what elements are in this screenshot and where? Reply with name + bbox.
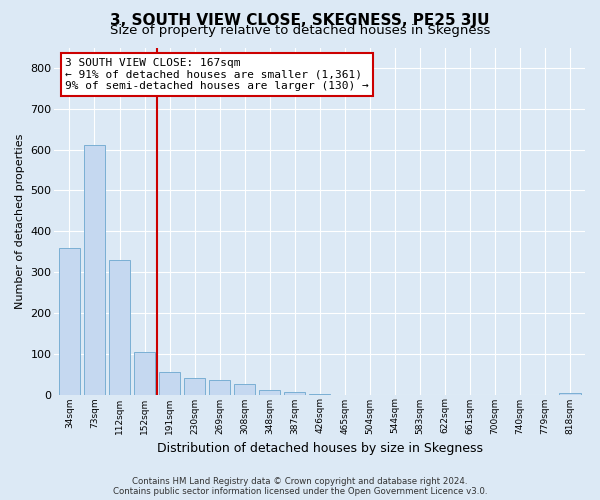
Bar bbox=[234, 384, 255, 394]
Bar bbox=[159, 372, 180, 394]
Bar bbox=[134, 352, 155, 395]
Bar bbox=[84, 146, 105, 394]
Bar bbox=[284, 392, 305, 394]
Bar bbox=[259, 390, 280, 394]
Text: 3, SOUTH VIEW CLOSE, SKEGNESS, PE25 3JU: 3, SOUTH VIEW CLOSE, SKEGNESS, PE25 3JU bbox=[110, 12, 490, 28]
Y-axis label: Number of detached properties: Number of detached properties bbox=[15, 134, 25, 308]
Bar bbox=[109, 260, 130, 394]
Text: 3 SOUTH VIEW CLOSE: 167sqm
← 91% of detached houses are smaller (1,361)
9% of se: 3 SOUTH VIEW CLOSE: 167sqm ← 91% of deta… bbox=[65, 58, 369, 91]
Bar bbox=[184, 378, 205, 394]
Text: Contains HM Land Registry data © Crown copyright and database right 2024.
Contai: Contains HM Land Registry data © Crown c… bbox=[113, 476, 487, 496]
Bar bbox=[59, 248, 80, 394]
Text: Size of property relative to detached houses in Skegness: Size of property relative to detached ho… bbox=[110, 24, 490, 37]
Bar bbox=[209, 380, 230, 394]
X-axis label: Distribution of detached houses by size in Skegness: Distribution of detached houses by size … bbox=[157, 442, 483, 455]
